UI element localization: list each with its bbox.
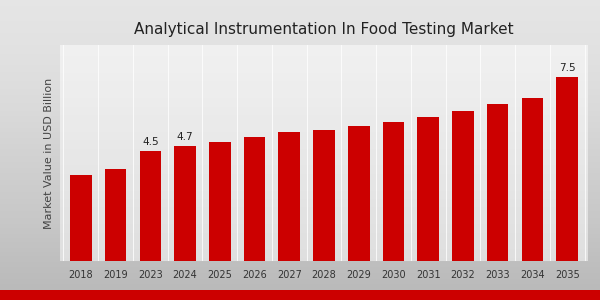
Bar bbox=[140, 151, 161, 261]
Bar bbox=[105, 169, 127, 261]
Bar bbox=[348, 126, 370, 261]
Y-axis label: Market Value in USD Billion: Market Value in USD Billion bbox=[44, 77, 55, 229]
Bar bbox=[556, 77, 578, 261]
Bar bbox=[487, 104, 508, 261]
Bar bbox=[521, 98, 543, 261]
Text: 4.5: 4.5 bbox=[142, 137, 158, 147]
Bar bbox=[383, 122, 404, 261]
Bar bbox=[418, 117, 439, 261]
Text: 4.7: 4.7 bbox=[177, 132, 193, 142]
Bar bbox=[278, 132, 300, 261]
Title: Analytical Instrumentation In Food Testing Market: Analytical Instrumentation In Food Testi… bbox=[134, 22, 514, 37]
Bar bbox=[313, 130, 335, 261]
Bar bbox=[244, 137, 265, 261]
Bar bbox=[209, 142, 230, 261]
Bar bbox=[70, 175, 92, 261]
Bar bbox=[174, 146, 196, 261]
Bar bbox=[452, 111, 474, 261]
Text: 7.5: 7.5 bbox=[559, 63, 575, 73]
